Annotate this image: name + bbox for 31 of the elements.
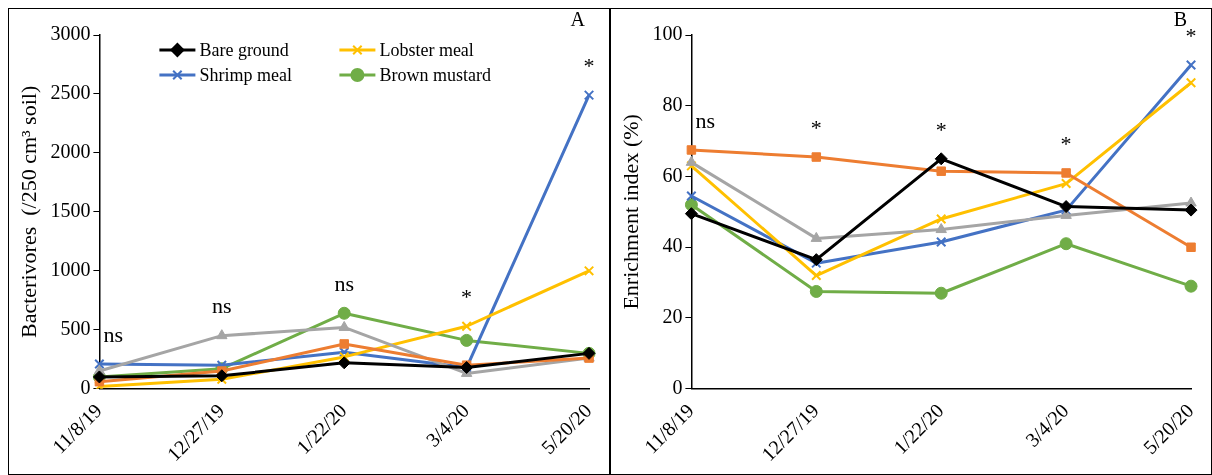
y-tick-label: 2000 bbox=[50, 140, 91, 163]
annotation: * bbox=[810, 114, 822, 140]
y-tick-label: 2500 bbox=[50, 81, 91, 104]
y-tick-label: 100 bbox=[652, 22, 683, 45]
y-tick-label: 40 bbox=[662, 234, 683, 257]
text: B bbox=[1173, 8, 1188, 31]
y-tick-label: 3000 bbox=[50, 22, 91, 45]
y-tick-label: 20 bbox=[662, 305, 683, 328]
y-tick-label: 500 bbox=[60, 317, 91, 340]
annotation: * bbox=[461, 284, 473, 310]
legend-label: Shrimp meal bbox=[199, 64, 292, 85]
text: A bbox=[570, 8, 586, 31]
y-tick-label: 1000 bbox=[50, 258, 91, 281]
annotation: ns bbox=[334, 271, 354, 297]
y-tick-label: 80 bbox=[662, 93, 683, 115]
annotation: ns bbox=[103, 321, 123, 347]
y-tick-label: 1500 bbox=[50, 199, 91, 222]
y-tick-label: 0 bbox=[80, 375, 91, 398]
legend-label: Bare ground bbox=[199, 39, 289, 60]
y-tick-label: 0 bbox=[672, 375, 683, 398]
annotation: ns bbox=[695, 107, 715, 133]
annotation: * bbox=[1060, 130, 1072, 156]
y-axis-title: Enrichment index (%) bbox=[617, 114, 643, 310]
annotation: * bbox=[583, 52, 595, 78]
annotation: * bbox=[935, 116, 947, 142]
legend-label: Lobster meal bbox=[379, 39, 474, 60]
annotation: * bbox=[1185, 22, 1197, 48]
annotation: ns bbox=[212, 293, 232, 319]
y-tick-label: 60 bbox=[662, 163, 683, 186]
y-axis-title: Bacterivores (/250 cm³ soil) bbox=[15, 85, 41, 338]
legend-label: Brown mustard bbox=[379, 64, 491, 85]
